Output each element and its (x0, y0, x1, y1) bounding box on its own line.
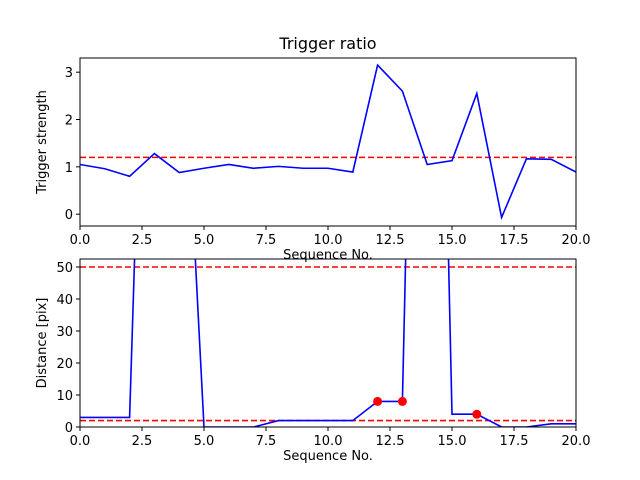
chart2-x-tick-label: 2.5 (132, 434, 153, 449)
chart1-x-tick-label: 2.5 (132, 233, 153, 248)
chart2-y-tick-label: 30 (56, 325, 73, 340)
chart2-marker-point (373, 396, 383, 406)
chart1-x-tick-label: 17.5 (500, 233, 529, 248)
chart1-x-tick-label: 12.5 (376, 233, 405, 248)
chart2-x-tick-label: 5.0 (194, 434, 215, 449)
chart1-y-axis-label: Trigger strength (35, 90, 50, 195)
chart1-series-line-1 (80, 63, 576, 221)
chart1-x-tick-label: 7.5 (256, 233, 277, 248)
chart1-x-axis-label: Sequence No. (283, 248, 373, 263)
chart2-x-tick-label: 10.0 (314, 434, 343, 449)
chart1-y-tick-label: 3 (65, 66, 73, 81)
chart2-x-tick-label: 15.0 (438, 434, 467, 449)
chart2-panel: 0.0 2.5 5.0 7.5 10.0 12.5 15.0 17.5 20.0 0 10 20 30 4… (35, 258, 591, 464)
chart2-x-tick-label: 20.0 (562, 434, 591, 449)
chart2-y-tick-label: 50 (56, 261, 73, 276)
chart1-y-tick-label: 2 (65, 114, 73, 129)
chart1-x-tick-label: 0.0 (70, 233, 91, 248)
chart1-title: Trigger ratio (278, 34, 376, 53)
chart1-panel: 0.0 2.5 5.0 7.5 10.0 12.5 15.0 17.5 20.0 0 1 2 3 Sequ… (35, 34, 590, 263)
chart1-x-tick-label: 15.0 (438, 233, 467, 248)
chart2-marker-point (397, 396, 407, 406)
chart2-marker-point (472, 409, 482, 419)
chart2-y-tick-label: 0 (65, 421, 73, 436)
chart2-y-axis-label: Distance [pix] (35, 298, 50, 389)
chart2-y-tick-label: 40 (56, 293, 73, 308)
chart2-x-axis-label: Sequence No. (283, 449, 373, 464)
chart1-x-tick-label: 5.0 (194, 233, 215, 248)
chart2-y-tick-label: 20 (56, 357, 73, 372)
chart1-y-tick-label: 0 (65, 208, 73, 223)
chart2-y-tick-label: 10 (56, 389, 73, 404)
chart1-y-tick-label: 1 (65, 161, 73, 176)
chart1-x-tick-label: 20.0 (562, 233, 591, 248)
chart-panels: 0.0 2.5 5.0 7.5 10.0 12.5 15.0 17.5 20.0 0 1 2 3 Sequ… (35, 34, 591, 464)
chart2-x-tick-label: 0.0 (70, 434, 91, 449)
chart2-x-tick-label: 12.5 (376, 434, 405, 449)
chart2-x-tick-label: 17.5 (500, 434, 529, 449)
chart1-x-tick-label: 10.0 (314, 233, 343, 248)
chart2-x-tick-label: 7.5 (256, 434, 277, 449)
chart2-series-line-1 (80, 259, 576, 427)
